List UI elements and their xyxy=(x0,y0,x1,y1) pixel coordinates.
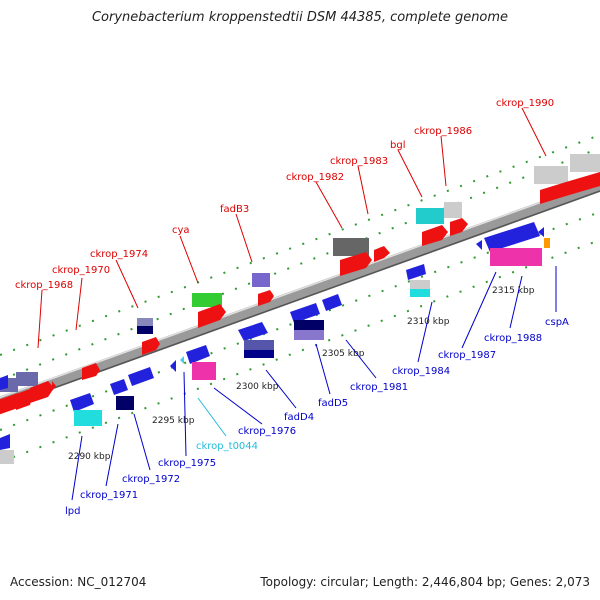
gene-label[interactable]: ckrop_1972 xyxy=(122,474,180,485)
gene-label[interactable]: ckrop_1974 xyxy=(90,249,148,260)
gene-arrow[interactable] xyxy=(0,434,10,450)
feature-block[interactable] xyxy=(333,238,369,256)
gene-label[interactable]: ckrop_1970 xyxy=(52,265,110,276)
feature-block[interactable] xyxy=(137,326,153,334)
accession-label: Accession: NC_012704 xyxy=(10,575,147,589)
backbone-shadow xyxy=(0,190,600,409)
gene-arrow[interactable] xyxy=(258,290,274,306)
feature-block[interactable] xyxy=(137,318,153,326)
gene-label[interactable]: ckrop_1987 xyxy=(438,350,496,361)
gene-arrow[interactable] xyxy=(142,337,160,355)
gene-arrow[interactable] xyxy=(322,294,342,311)
genome-summary: Topology: circular; Length: 2,446,804 bp… xyxy=(260,575,590,589)
track-outer-minus xyxy=(0,239,600,463)
gene-label[interactable]: ckrop_1971 xyxy=(80,490,138,501)
gene-arrow[interactable] xyxy=(170,360,176,372)
gene-label[interactable]: ckrop_1976 xyxy=(238,426,296,437)
gene-arrow[interactable] xyxy=(290,303,320,323)
scale-label: 2290 kbp xyxy=(68,452,111,462)
gene-arrow[interactable] xyxy=(110,379,128,395)
gene-arrow[interactable] xyxy=(186,345,210,364)
gene-label[interactable]: cya xyxy=(172,225,190,236)
feature-block[interactable] xyxy=(244,340,274,350)
feature-block[interactable] xyxy=(490,248,542,266)
feature-block[interactable] xyxy=(252,273,270,287)
gene-label[interactable]: ckrop_1984 xyxy=(392,366,450,377)
gene-arrow[interactable] xyxy=(406,264,426,280)
gene-arrow[interactable] xyxy=(476,240,482,250)
feature-block[interactable] xyxy=(74,410,102,426)
gene-label[interactable]: ckrop_1982 xyxy=(286,172,344,183)
gene-arrow[interactable] xyxy=(538,227,544,237)
feature-block[interactable] xyxy=(294,330,324,340)
gene-label[interactable]: cspA xyxy=(545,317,569,328)
scale-label: 2295 kbp xyxy=(152,416,195,426)
gene-arrow[interactable] xyxy=(198,304,226,328)
scale-labels: 2290 kbp 2295 kbp 2300 kbp 2305 kbp 2310… xyxy=(68,286,535,462)
gene-arrow[interactable] xyxy=(422,225,448,246)
gene-arrow[interactable] xyxy=(238,322,268,341)
feature-block[interactable] xyxy=(116,396,134,410)
gene-arrow[interactable] xyxy=(128,367,154,386)
gene-label[interactable]: ckrop_t0044 xyxy=(196,441,258,452)
plus-gene-labels: ckrop_1968 ckrop_1970 ckrop_1974 cya fad… xyxy=(15,98,554,349)
feature-block[interactable] xyxy=(570,154,600,172)
scale-label: 2300 kbp xyxy=(236,382,279,392)
scale-label: 2310 kbp xyxy=(407,317,450,327)
gene-label[interactable]: ckrop_1990 xyxy=(496,98,554,109)
scale-label: 2315 kbp xyxy=(492,286,535,296)
gene-label[interactable]: ckrop_1986 xyxy=(414,126,472,137)
gene-arrow[interactable] xyxy=(180,356,184,364)
gene-arrow[interactable] xyxy=(0,393,18,415)
feature-block[interactable] xyxy=(294,320,324,330)
gene-label[interactable]: ckrop_1981 xyxy=(350,382,408,393)
gene-arrow[interactable] xyxy=(540,172,600,204)
gene-arrow[interactable] xyxy=(52,381,56,391)
gene-arrow[interactable] xyxy=(340,252,372,276)
feature-block[interactable] xyxy=(534,166,568,184)
gene-label[interactable]: ckrop_1975 xyxy=(158,458,216,469)
gene-label[interactable]: bgl xyxy=(390,140,405,151)
gene-label[interactable]: ckrop_1968 xyxy=(15,280,73,291)
feature-block[interactable] xyxy=(192,293,222,307)
feature-block[interactable] xyxy=(416,208,444,224)
gene-label[interactable]: fadD4 xyxy=(284,412,314,423)
backbone-highlight xyxy=(0,180,600,399)
map-title: Corynebacterium kroppenstedtii DSM 44385… xyxy=(91,10,509,25)
gene-arrow[interactable] xyxy=(82,363,100,380)
feature-block[interactable] xyxy=(0,450,14,464)
gene-arrow[interactable] xyxy=(30,381,54,403)
feature-block[interactable] xyxy=(410,280,430,289)
gene-arrow[interactable] xyxy=(70,393,94,412)
minus-gene-labels: lpd ckrop_1971 ckrop_1972 ckrop_1975 ckr… xyxy=(65,266,569,517)
feature-block[interactable] xyxy=(244,350,274,358)
gene-label[interactable]: ckrop_1983 xyxy=(330,156,388,167)
gene-label[interactable]: fadD5 xyxy=(318,398,348,409)
plus-strand-features xyxy=(0,154,600,415)
feature-block[interactable] xyxy=(192,362,216,380)
gene-label[interactable]: lpd xyxy=(65,506,80,517)
gene-arrow[interactable] xyxy=(0,375,8,390)
feature-block[interactable] xyxy=(410,289,430,297)
gene-label[interactable]: ckrop_1988 xyxy=(484,333,542,344)
feature-block[interactable] xyxy=(544,238,550,248)
gene-label[interactable]: fadB3 xyxy=(220,204,249,215)
feature-block[interactable] xyxy=(444,202,462,218)
gene-arrow[interactable] xyxy=(16,389,32,410)
gene-arrow[interactable] xyxy=(450,218,468,236)
minus-strand-features xyxy=(0,222,550,464)
gene-arrow[interactable] xyxy=(484,222,540,252)
scale-label: 2305 kbp xyxy=(322,349,365,359)
gene-arrow[interactable] xyxy=(374,246,390,262)
feature-block[interactable] xyxy=(16,372,38,386)
track-inner-plus xyxy=(0,134,600,356)
